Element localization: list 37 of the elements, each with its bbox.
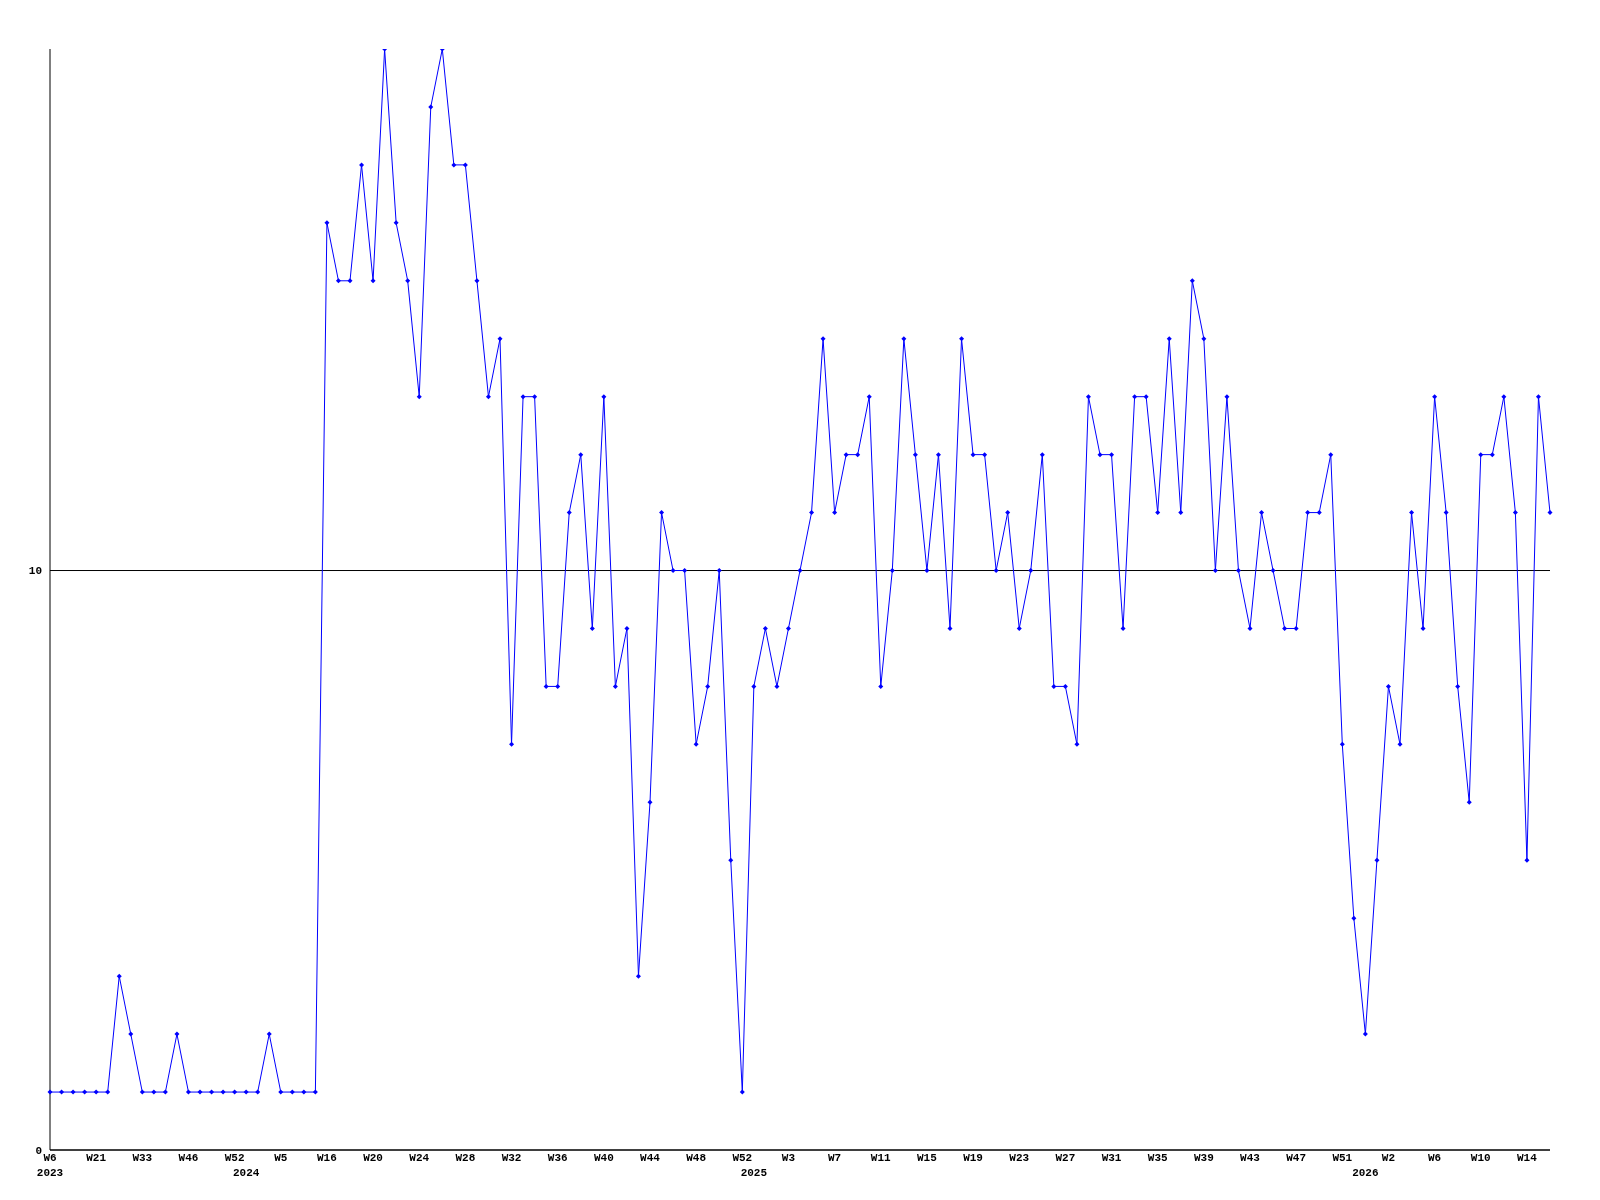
x-tick-label: W19 xyxy=(963,1152,983,1164)
x-tick-label: W23 xyxy=(1009,1152,1030,1164)
x-tick-label: W10 xyxy=(1470,1152,1491,1164)
x-tick-label: W5 xyxy=(274,1152,288,1164)
x-tick-label: W6 xyxy=(1428,1152,1442,1164)
x-tick-label: W28 xyxy=(455,1152,476,1164)
x-tick-label: W20 xyxy=(363,1152,383,1164)
x-tick-label: W44 xyxy=(640,1152,661,1164)
x-tick-label: W52 xyxy=(224,1152,245,1164)
x-tick-label: W33 xyxy=(132,1152,153,1164)
x-tick-label: 2025 xyxy=(740,1167,768,1179)
x-tick-label: W48 xyxy=(686,1152,707,1164)
x-tick-label: W39 xyxy=(1193,1152,1214,1164)
x-tick-label: W46 xyxy=(178,1152,199,1164)
x-tick-label: W32 xyxy=(501,1152,522,1164)
x-tick-label: W21 xyxy=(86,1152,107,1164)
x-tick-label: W31 xyxy=(1101,1152,1122,1164)
x-tick-label: W3 xyxy=(781,1152,796,1164)
x-tick-label: W36 xyxy=(547,1152,568,1164)
x-tick-label: W15 xyxy=(917,1152,938,1164)
x-tick-label: W47 xyxy=(1286,1152,1307,1164)
x-tick-label: W7 xyxy=(828,1152,842,1164)
x-tick-label: W52 xyxy=(732,1152,753,1164)
x-tick-label: W2 xyxy=(1381,1152,1396,1164)
x-tick-label: W27 xyxy=(1055,1152,1076,1164)
y-tick-label: 10 xyxy=(28,565,42,578)
x-tick-label: W35 xyxy=(1147,1152,1168,1164)
x-tick-label: W43 xyxy=(1240,1152,1261,1164)
x-tick-label: W11 xyxy=(870,1152,892,1164)
x-tick-label: W40 xyxy=(593,1152,614,1164)
x-tick-label: 2024 xyxy=(232,1167,260,1179)
x-tick-label: W16 xyxy=(317,1152,337,1164)
x-tick-label: W14 xyxy=(1517,1152,1538,1164)
y-tick-label: 0 xyxy=(35,1144,42,1157)
x-tick-label: W24 xyxy=(409,1152,430,1164)
x-tick-label: 2026 xyxy=(1352,1167,1379,1179)
x-tick-label: W51 xyxy=(1332,1152,1353,1164)
